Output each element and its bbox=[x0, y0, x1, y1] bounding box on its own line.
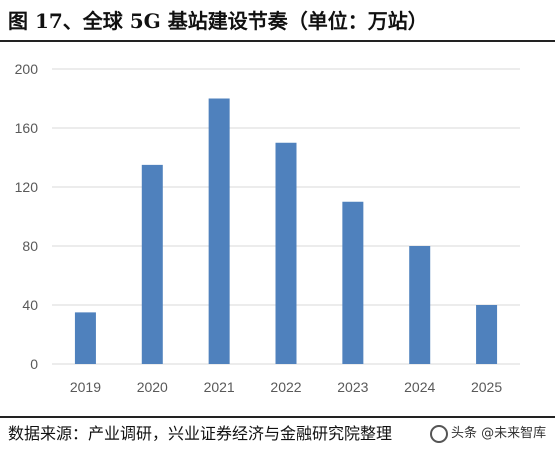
watermark: 头条 @未来智库 bbox=[430, 420, 550, 448]
bar-2020 bbox=[141, 164, 163, 364]
y-tick-label: 120 bbox=[15, 179, 39, 195]
x-tick-label: 2024 bbox=[404, 379, 435, 395]
bar-2024 bbox=[409, 246, 431, 364]
watermark-icon bbox=[430, 424, 448, 443]
x-axis-ticks: 2019 2020 2021 2022 2023 2024 2025 bbox=[70, 379, 503, 395]
y-axis-ticks: 0 40 80 120 160 200 bbox=[15, 61, 39, 372]
bar-2022 bbox=[275, 142, 297, 364]
title-divider bbox=[0, 40, 555, 42]
chart-title: 图 17、全球 5G 基站建设节奏（单位：万站） bbox=[8, 9, 428, 33]
bar-2025 bbox=[476, 305, 498, 364]
source-note: 数据来源：产业调研，兴业证券经济与金融研究院整理 bbox=[8, 424, 393, 443]
y-tick-label: 0 bbox=[30, 356, 38, 372]
source-divider bbox=[0, 416, 555, 418]
bar-2023 bbox=[342, 201, 364, 364]
x-tick-label: 2020 bbox=[137, 379, 168, 395]
y-tick-label: 80 bbox=[22, 238, 38, 254]
x-tick-label: 2021 bbox=[204, 379, 235, 395]
y-tick-label: 200 bbox=[15, 61, 39, 77]
x-tick-label: 2022 bbox=[270, 379, 301, 395]
bar-2021 bbox=[208, 98, 230, 364]
bars bbox=[74, 98, 498, 364]
bar-2019 bbox=[74, 312, 96, 364]
y-tick-label: 160 bbox=[15, 120, 39, 136]
x-tick-label: 2023 bbox=[337, 379, 368, 395]
x-tick-label: 2025 bbox=[471, 379, 502, 395]
watermark-text: 头条 @未来智库 bbox=[451, 426, 547, 441]
x-tick-label: 2019 bbox=[70, 379, 101, 395]
y-tick-label: 40 bbox=[22, 297, 38, 313]
